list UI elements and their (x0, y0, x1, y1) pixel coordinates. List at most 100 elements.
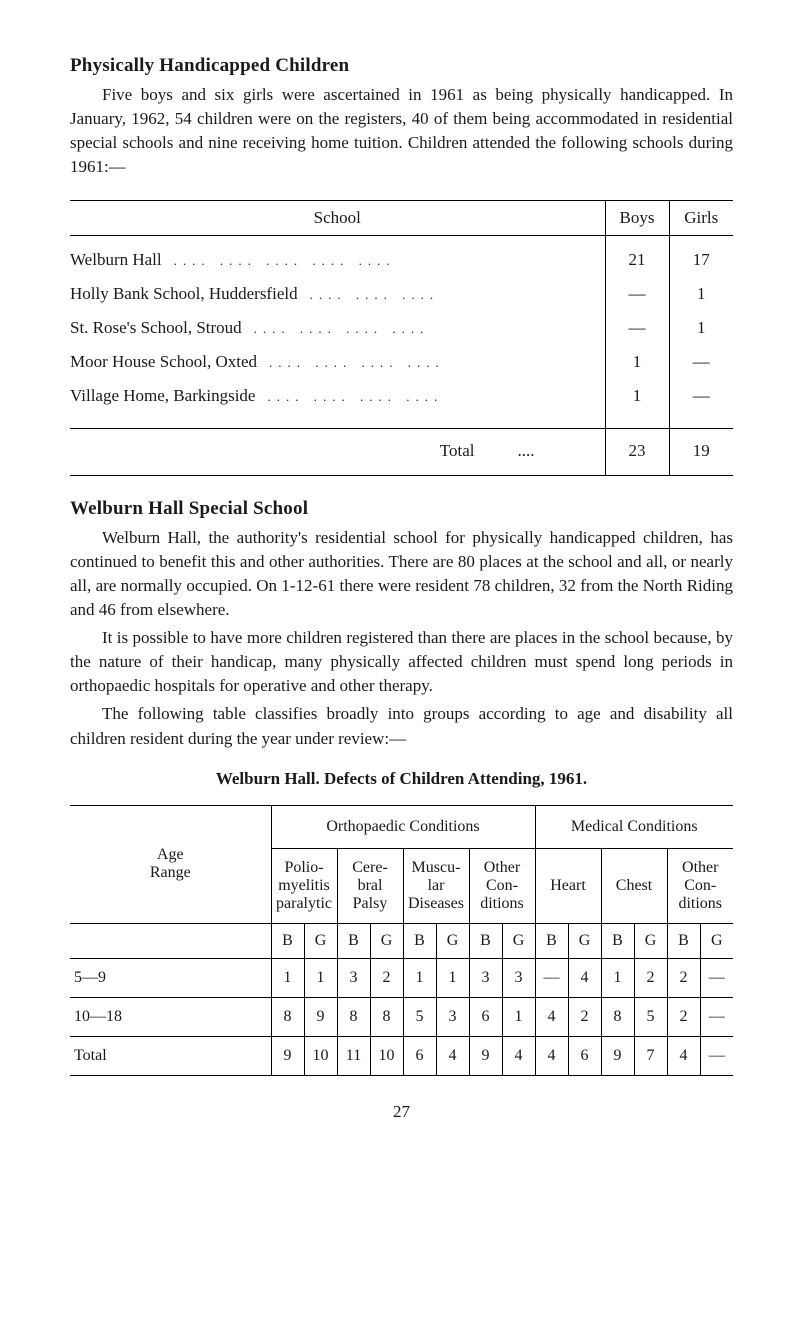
data-cell: 2 (667, 997, 700, 1036)
section-2-title: Welburn Hall Special School (70, 498, 733, 520)
table-row: Village Home, Barkingside.... .... .... … (70, 379, 733, 429)
total-girls: 19 (669, 428, 733, 475)
bg-blank (70, 923, 271, 958)
b-hdr: B (601, 923, 634, 958)
data-cell: — (700, 1036, 733, 1075)
g-hdr: G (634, 923, 667, 958)
data-cell: 5 (403, 997, 436, 1036)
table-row: Holly Bank School, Huddersfield.... ....… (70, 277, 733, 311)
section-1-para-1: Five boys and six girls were ascertained… (70, 83, 733, 180)
hdr-girls: Girls (669, 200, 733, 235)
table-row: Moor House School, Oxted.... .... .... .… (70, 345, 733, 379)
g-hdr: G (502, 923, 535, 958)
defects-table: Age Range Orthopaedic Conditions Medical… (70, 805, 733, 1076)
page-number: 27 (70, 1102, 733, 1122)
data-cell: 2 (634, 958, 667, 997)
boys-cell: 21 (605, 235, 669, 277)
data-cell: — (535, 958, 568, 997)
data-cell: 1 (601, 958, 634, 997)
data-cell: 7 (634, 1036, 667, 1075)
hdr-medical: Medical Conditions (535, 805, 733, 848)
data-cell: 1 (436, 958, 469, 997)
section-2-para-1: Welburn Hall, the authority's residentia… (70, 526, 733, 623)
school-name: Village Home, Barkingside (70, 386, 255, 406)
school-name: Welburn Hall (70, 250, 162, 270)
sub-chest: Chest (601, 848, 667, 923)
data-cell: 3 (502, 958, 535, 997)
data-cell: 4 (535, 1036, 568, 1075)
data-cell: 9 (469, 1036, 502, 1075)
data-cell: 8 (370, 997, 403, 1036)
school-name: Holly Bank School, Huddersfield (70, 284, 298, 304)
defects-row: 10—18 8 9 8 8 5 3 6 1 4 2 8 5 2 — (70, 997, 733, 1036)
data-cell: 2 (568, 997, 601, 1036)
data-cell: 10 (370, 1036, 403, 1075)
age-cell: Total (70, 1036, 271, 1075)
data-cell: 5 (634, 997, 667, 1036)
data-cell: 4 (667, 1036, 700, 1075)
g-hdr: G (370, 923, 403, 958)
school-name: St. Rose's School, Stroud (70, 318, 242, 338)
b-hdr: B (271, 923, 304, 958)
table-row: St. Rose's School, Stroud.... .... .... … (70, 311, 733, 345)
data-cell: 9 (271, 1036, 304, 1075)
data-cell: 8 (337, 997, 370, 1036)
data-cell: 1 (271, 958, 304, 997)
data-cell: 1 (502, 997, 535, 1036)
age-cell: 10—18 (70, 997, 271, 1036)
b-hdr: B (337, 923, 370, 958)
data-cell: 1 (403, 958, 436, 997)
sub-polio: Polio- myelitis paralytic (271, 848, 337, 923)
data-cell: 2 (370, 958, 403, 997)
data-cell: — (700, 997, 733, 1036)
g-hdr: G (700, 923, 733, 958)
girls-cell: 1 (669, 311, 733, 345)
hdr-school: School (70, 200, 605, 235)
total-label: Total (440, 441, 475, 461)
sub-muscular: Muscu- lar Diseases (403, 848, 469, 923)
data-cell: 6 (469, 997, 502, 1036)
age-cell: 5—9 (70, 958, 271, 997)
b-hdr: B (667, 923, 700, 958)
section-2-para-2: It is possible to have more children reg… (70, 626, 733, 698)
school-name: Moor House School, Oxted (70, 352, 257, 372)
girls-cell: 17 (669, 235, 733, 277)
data-cell: 8 (271, 997, 304, 1036)
data-cell: 10 (304, 1036, 337, 1075)
boys-cell: — (605, 311, 669, 345)
schools-table: School Boys Girls Welburn Hall.... .... … (70, 200, 733, 476)
data-cell: 4 (568, 958, 601, 997)
data-cell: — (700, 958, 733, 997)
data-cell: 3 (436, 997, 469, 1036)
data-cell: 2 (667, 958, 700, 997)
section-2-para-3: The following table classifies broadly i… (70, 702, 733, 750)
girls-cell: 1 (669, 277, 733, 311)
data-cell: 8 (601, 997, 634, 1036)
boys-cell: — (605, 277, 669, 311)
b-hdr: B (403, 923, 436, 958)
b-hdr: B (469, 923, 502, 958)
boys-cell: 1 (605, 379, 669, 429)
data-cell: 11 (337, 1036, 370, 1075)
data-cell: 3 (469, 958, 502, 997)
sub-cerebral: Cere- bral Palsy (337, 848, 403, 923)
hdr-boys: Boys (605, 200, 669, 235)
section-1-title: Physically Handicapped Children (70, 55, 733, 77)
data-cell: 9 (601, 1036, 634, 1075)
girls-cell: — (669, 379, 733, 429)
defects-table-caption: Welburn Hall. Defects of Children Attend… (70, 769, 733, 789)
data-cell: 6 (568, 1036, 601, 1075)
data-cell: 3 (337, 958, 370, 997)
boys-cell: 1 (605, 345, 669, 379)
data-cell: 6 (403, 1036, 436, 1075)
g-hdr: G (568, 923, 601, 958)
girls-cell: — (669, 345, 733, 379)
hdr-orthopaedic: Orthopaedic Conditions (271, 805, 535, 848)
sub-heart: Heart (535, 848, 601, 923)
sub-other-med: Other Con- ditions (667, 848, 733, 923)
data-cell: 4 (535, 997, 568, 1036)
g-hdr: G (436, 923, 469, 958)
data-cell: 1 (304, 958, 337, 997)
total-boys: 23 (605, 428, 669, 475)
data-cell: 4 (502, 1036, 535, 1075)
